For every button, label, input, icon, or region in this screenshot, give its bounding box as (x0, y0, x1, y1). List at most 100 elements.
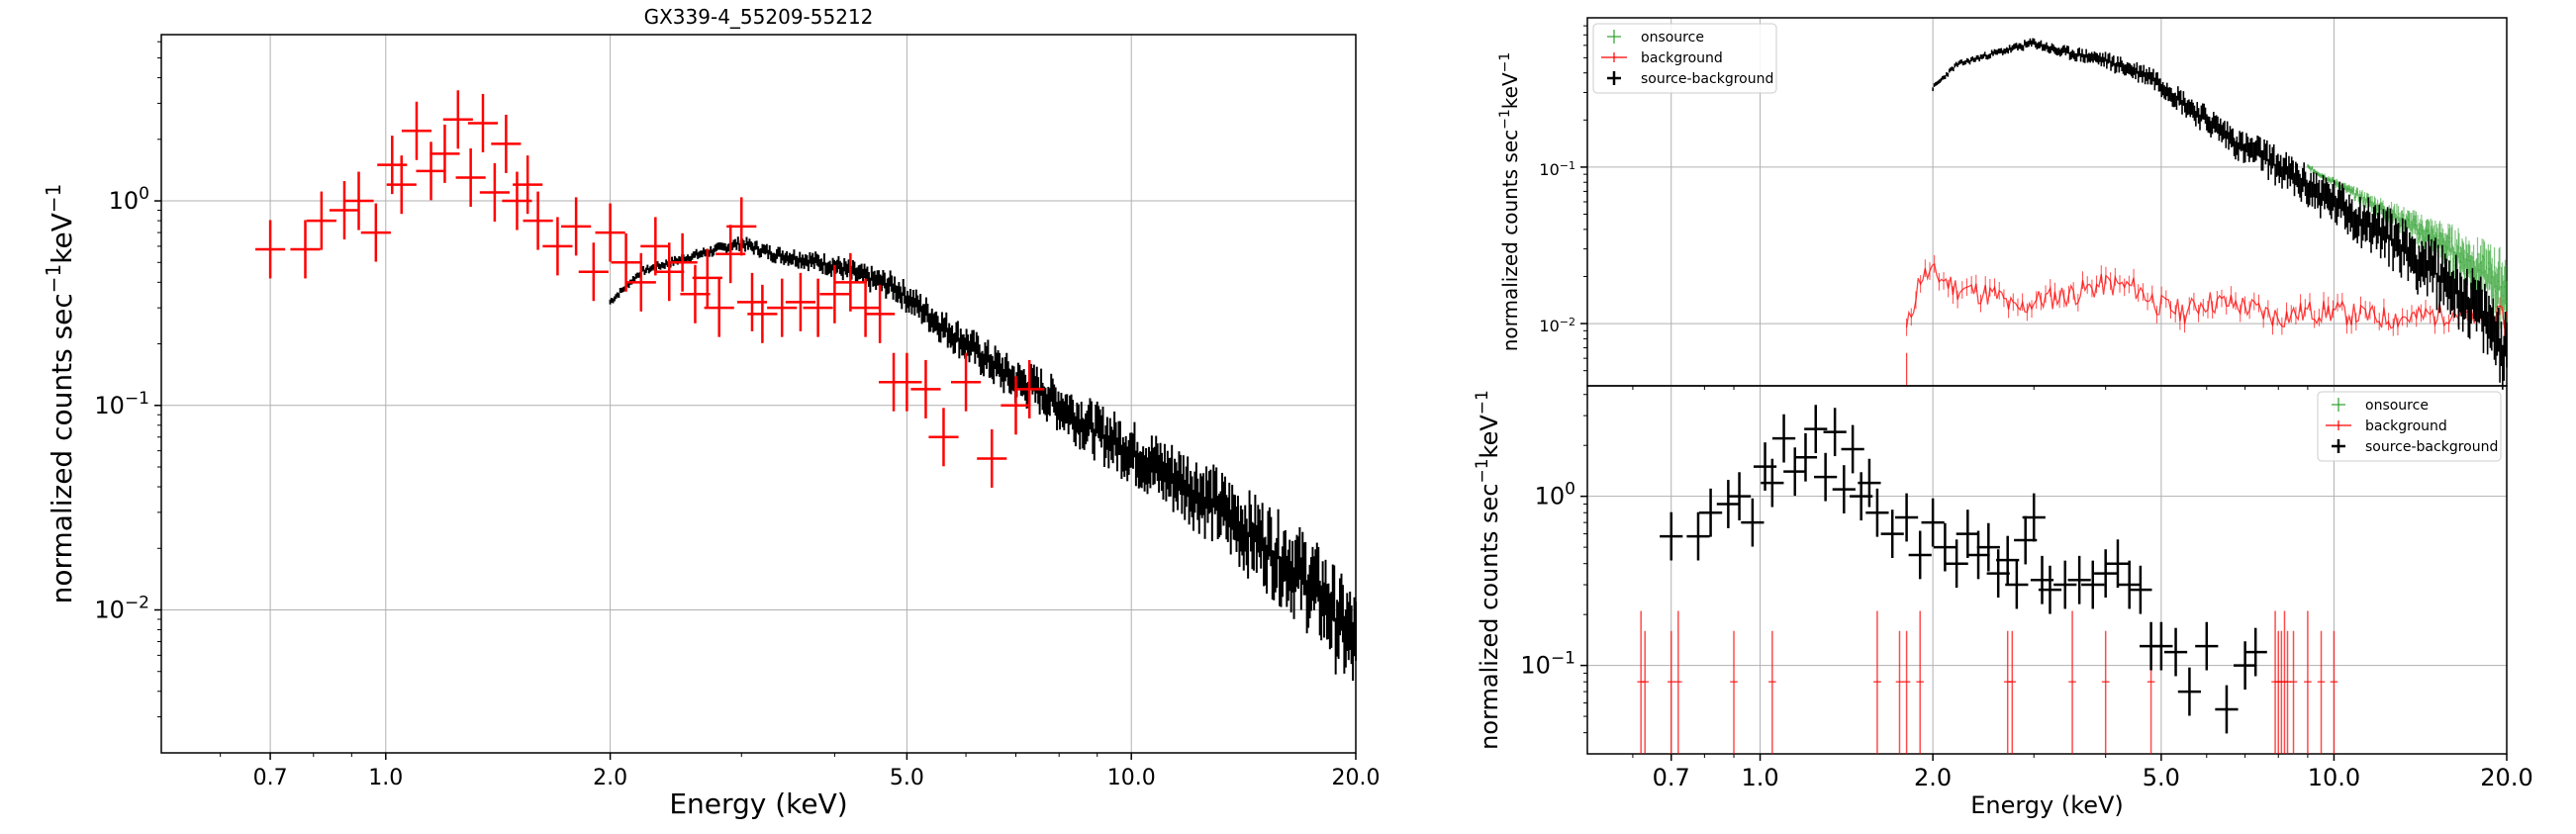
data-point (886, 278, 889, 295)
data-point (2200, 105, 2203, 122)
data-point (819, 258, 822, 271)
data-point (2078, 47, 2081, 56)
data-point (2103, 56, 2105, 67)
data-point (710, 245, 713, 253)
data-point (2470, 282, 2472, 324)
data-point (2118, 61, 2121, 73)
data-point (2214, 115, 2217, 134)
data-point (2416, 225, 2418, 244)
data-point (1783, 447, 1807, 497)
data-point (2375, 218, 2378, 249)
data-point (2028, 41, 2030, 47)
data-point (2192, 102, 2194, 119)
data-point (1136, 441, 1139, 478)
data-point (2022, 45, 2025, 51)
data-point (1264, 536, 1267, 586)
data-point (2488, 295, 2490, 339)
data-point (2038, 565, 2062, 614)
data-point (2424, 248, 2426, 286)
data-point (2319, 192, 2322, 219)
data-point (747, 284, 778, 343)
data-point (1000, 363, 1002, 388)
data-point (851, 260, 854, 274)
data-point (967, 334, 970, 356)
data-point (1018, 364, 1021, 391)
data-point (2142, 70, 2144, 83)
data-point (1341, 585, 1344, 643)
data-point (760, 247, 763, 257)
data-point (1242, 523, 1245, 571)
data-point (2461, 291, 2464, 332)
data-point (1231, 485, 1234, 530)
data-point (933, 312, 936, 331)
data-point (719, 242, 722, 250)
data-point (1185, 466, 1188, 508)
data-point (983, 353, 986, 377)
data-point (2007, 47, 2010, 54)
data-point (1302, 542, 1305, 596)
data-point (1203, 497, 1206, 539)
data-point (429, 124, 460, 183)
data-point (907, 295, 910, 313)
data-point (2234, 641, 2257, 691)
data-point (1660, 511, 1683, 561)
data-point (720, 242, 723, 250)
data-point (1223, 476, 1226, 521)
data-point (2147, 71, 2149, 85)
data-point (935, 311, 938, 331)
data-point (2143, 64, 2146, 77)
data-point (662, 262, 665, 269)
data-point (910, 359, 941, 418)
data-point (1019, 370, 1022, 396)
data-point (742, 239, 745, 249)
data-point (2496, 312, 2499, 356)
data-point (1858, 458, 1881, 508)
data-point (751, 242, 754, 252)
data-point (2354, 209, 2357, 238)
data-point (2413, 238, 2415, 274)
data-point (1956, 510, 1979, 558)
data-point (2388, 234, 2390, 267)
data-point (616, 292, 619, 298)
data-point (1686, 511, 1710, 561)
data-point (2174, 92, 2176, 107)
data-point (784, 252, 787, 263)
data-point (2156, 72, 2158, 86)
data-point (1979, 54, 1982, 59)
data-point (641, 265, 644, 272)
data-point (1082, 417, 1085, 449)
data-point (2377, 212, 2379, 244)
data-point (2406, 227, 2408, 261)
data-point (255, 220, 286, 279)
data-point (2292, 160, 2294, 184)
data-point (667, 232, 698, 292)
data-point (1286, 555, 1288, 607)
data-point (2107, 53, 2110, 64)
data-point (2082, 53, 2085, 63)
data-point (1076, 403, 1079, 433)
data-point (2211, 117, 2214, 135)
data-point (416, 141, 446, 201)
data-point (2353, 210, 2356, 239)
data-point (1247, 531, 1250, 579)
data-point (2060, 47, 2063, 55)
data-point (1120, 444, 1123, 480)
data-point (847, 259, 850, 273)
data-point (911, 289, 914, 308)
data-point (1964, 59, 1967, 65)
data-point (2006, 46, 2008, 53)
data-point (888, 277, 891, 294)
data-point (928, 408, 959, 467)
data-point (789, 252, 792, 264)
data-point (2443, 253, 2446, 292)
data-point (1999, 48, 2001, 54)
data-point (1961, 61, 1964, 66)
data-point (1741, 498, 1765, 547)
y-tick-label: 10−2 (94, 594, 149, 624)
data-point (704, 278, 734, 337)
data-point (1110, 426, 1113, 460)
data-point (640, 217, 671, 276)
data-point (1054, 387, 1057, 417)
data-point (1281, 546, 1284, 598)
data-point (306, 191, 336, 250)
